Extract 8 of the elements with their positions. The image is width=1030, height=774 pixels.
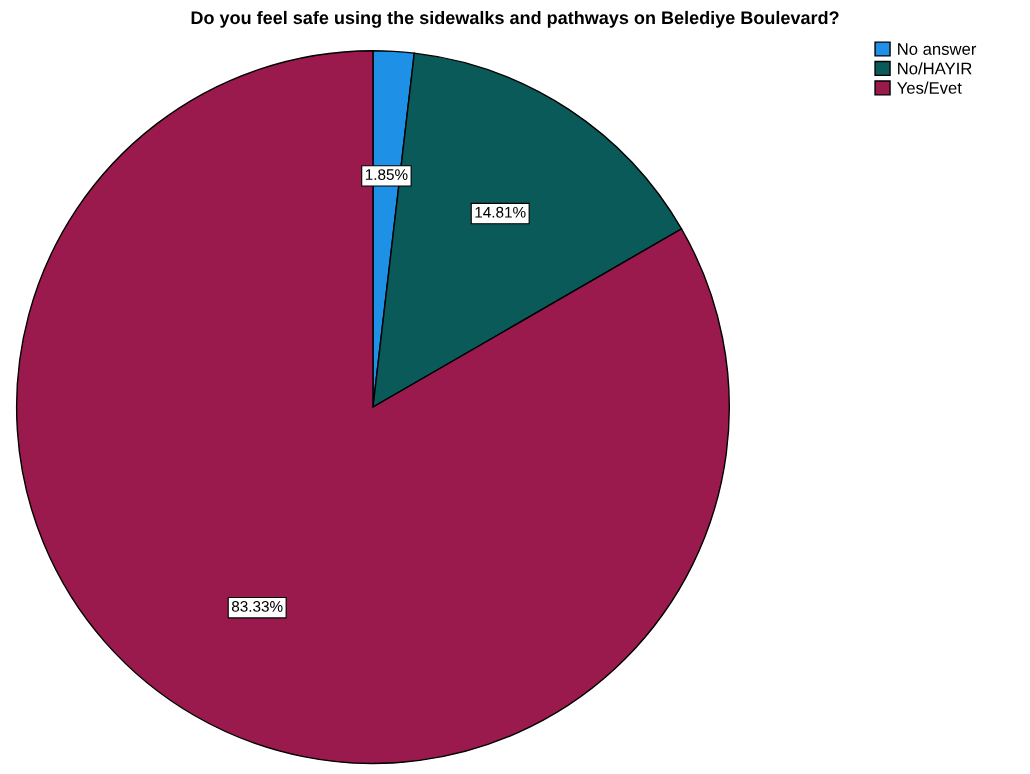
data-label: 1.85% bbox=[365, 169, 408, 180]
data-label: 14.81% bbox=[475, 206, 526, 218]
legend-label: No answer bbox=[898, 43, 977, 55]
legend-label: Yes/Evet bbox=[897, 81, 962, 94]
pie-slice bbox=[15, 50, 730, 765]
chart-title: Do you feel safe using the sidewalks and pathways on Belediye Boulevard? bbox=[191, 10, 839, 28]
data-label: 83.33% bbox=[231, 601, 283, 612]
legend-label: No/HAYIR bbox=[898, 62, 972, 75]
